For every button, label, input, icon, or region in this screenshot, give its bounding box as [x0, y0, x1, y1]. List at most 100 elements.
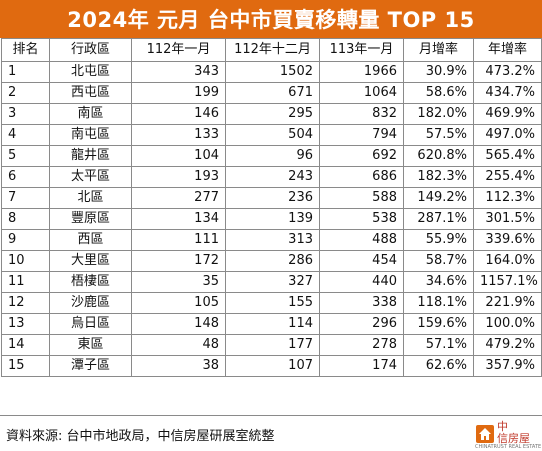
jan-113-cell: 692 — [319, 145, 404, 167]
jan-113-cell: 296 — [319, 313, 404, 335]
header-rank: 排名 — [1, 38, 50, 62]
mom-growth-cell: 118.1% — [403, 292, 474, 314]
jan-113-cell: 794 — [319, 124, 404, 146]
jan-112-cell: 343 — [131, 61, 226, 83]
rank-cell: 1 — [1, 61, 50, 83]
jan-113-cell: 1966 — [319, 61, 404, 83]
yoy-growth-cell: 1157.1% — [473, 271, 542, 293]
dec-112-cell: 243 — [225, 166, 320, 188]
table-row: 9 西區 111 313 488 55.9% 339.6% — [1, 229, 542, 251]
yoy-growth-cell: 112.3% — [473, 187, 542, 209]
rank-cell: 7 — [1, 187, 50, 209]
mom-growth-cell: 182.3% — [403, 166, 474, 188]
jan-112-cell: 277 — [131, 187, 226, 209]
dec-112-cell: 671 — [225, 82, 320, 104]
table-row: 1 北屯區 343 1502 1966 30.9% 473.2% — [1, 61, 542, 83]
district-cell: 南屯區 — [49, 124, 132, 146]
rank-cell: 10 — [1, 250, 50, 272]
mom-growth-cell: 58.7% — [403, 250, 474, 272]
jan-113-cell: 538 — [319, 208, 404, 230]
yoy-growth-cell: 164.0% — [473, 250, 542, 272]
yoy-growth-cell: 357.9% — [473, 355, 542, 377]
district-cell: 太平區 — [49, 166, 132, 188]
table-row: 4 南屯區 133 504 794 57.5% 497.0% — [1, 124, 542, 146]
dec-112-cell: 504 — [225, 124, 320, 146]
mom-growth-cell: 57.5% — [403, 124, 474, 146]
district-cell: 龍井區 — [49, 145, 132, 167]
yoy-growth-cell: 255.4% — [473, 166, 542, 188]
rank-cell: 8 — [1, 208, 50, 230]
jan-112-cell: 105 — [131, 292, 226, 314]
jan-113-cell: 1064 — [319, 82, 404, 104]
district-cell: 烏日區 — [49, 313, 132, 335]
mom-growth-cell: 62.6% — [403, 355, 474, 377]
logo-subtitle: CHINATRUST REAL ESTATE — [475, 444, 542, 450]
jan-112-cell: 193 — [131, 166, 226, 188]
rank-cell: 6 — [1, 166, 50, 188]
rank-cell: 9 — [1, 229, 50, 251]
jan-112-cell: 111 — [131, 229, 226, 251]
jan-112-cell: 134 — [131, 208, 226, 230]
table-row: 8 豐原區 134 139 538 287.1% 301.5% — [1, 208, 542, 230]
dec-112-cell: 177 — [225, 334, 320, 356]
dec-112-cell: 114 — [225, 313, 320, 335]
dec-112-cell: 1502 — [225, 61, 320, 83]
jan-112-cell: 148 — [131, 313, 226, 335]
yoy-growth-cell: 301.5% — [473, 208, 542, 230]
rank-cell: 5 — [1, 145, 50, 167]
yoy-growth-cell: 497.0% — [473, 124, 542, 146]
rank-cell: 2 — [1, 82, 50, 104]
table-row: 5 龍井區 104 96 692 620.8% 565.4% — [1, 145, 542, 167]
mom-growth-cell: 57.1% — [403, 334, 474, 356]
title-bar: 2024年 元月 台中市買賣移轉量 TOP 15 — [0, 0, 542, 38]
dec-112-cell: 107 — [225, 355, 320, 377]
yoy-growth-cell: 339.6% — [473, 229, 542, 251]
district-cell: 北屯區 — [49, 61, 132, 83]
dec-112-cell: 286 — [225, 250, 320, 272]
rank-cell: 13 — [1, 313, 50, 335]
jan-113-cell: 488 — [319, 229, 404, 251]
table-row: 14 東區 48 177 278 57.1% 479.2% — [1, 334, 542, 356]
yoy-growth-cell: 434.7% — [473, 82, 542, 104]
jan-112-cell: 199 — [131, 82, 226, 104]
rank-cell: 4 — [1, 124, 50, 146]
yoy-growth-cell: 221.9% — [473, 292, 542, 314]
jan-112-cell: 104 — [131, 145, 226, 167]
district-cell: 北區 — [49, 187, 132, 209]
mom-growth-cell: 620.8% — [403, 145, 474, 167]
district-cell: 西屯區 — [49, 82, 132, 104]
house-logo-icon — [476, 425, 494, 443]
jan-112-cell: 172 — [131, 250, 226, 272]
jan-113-cell: 832 — [319, 103, 404, 125]
district-cell: 西區 — [49, 229, 132, 251]
district-cell: 大里區 — [49, 250, 132, 272]
yoy-growth-cell: 469.9% — [473, 103, 542, 125]
rank-cell: 3 — [1, 103, 50, 125]
table-row: 15 潭子區 38 107 174 62.6% 357.9% — [1, 355, 542, 377]
mom-growth-cell: 55.9% — [403, 229, 474, 251]
dec-112-cell: 155 — [225, 292, 320, 314]
rank-cell: 11 — [1, 271, 50, 293]
table-header-row: 排名 行政區 112年一月 112年十二月 113年一月 月增率 年增率 — [1, 38, 542, 62]
dec-112-cell: 139 — [225, 208, 320, 230]
dec-112-cell: 236 — [225, 187, 320, 209]
mom-growth-cell: 287.1% — [403, 208, 474, 230]
dec-112-cell: 96 — [225, 145, 320, 167]
jan-112-cell: 146 — [131, 103, 226, 125]
header-dec-112: 112年十二月 — [225, 38, 320, 62]
jan-113-cell: 588 — [319, 187, 404, 209]
company-logo: 中 信房屋 CHINATRUST REAL ESTATE — [475, 420, 541, 451]
header-jan-113: 113年一月 — [319, 38, 404, 62]
jan-113-cell: 454 — [319, 250, 404, 272]
jan-112-cell: 133 — [131, 124, 226, 146]
table-body: 1 北屯區 343 1502 1966 30.9% 473.2% 2 西屯區 199 671 1064… — [1, 61, 542, 377]
header-jan-112: 112年一月 — [131, 38, 226, 62]
page-title: 2024年 元月 台中市買賣移轉量 TOP 15 — [67, 8, 475, 32]
source-note: 資料來源: 台中市地政局，中信房屋研展室統整 — [6, 429, 275, 444]
logo-text: 中 信房屋 — [497, 421, 530, 445]
logo-line-2: 信房屋 — [497, 432, 530, 445]
yoy-growth-cell: 100.0% — [473, 313, 542, 335]
mom-growth-cell: 58.6% — [403, 82, 474, 104]
table-row: 13 烏日區 148 114 296 159.6% 100.0% — [1, 313, 542, 335]
mom-growth-cell: 30.9% — [403, 61, 474, 83]
